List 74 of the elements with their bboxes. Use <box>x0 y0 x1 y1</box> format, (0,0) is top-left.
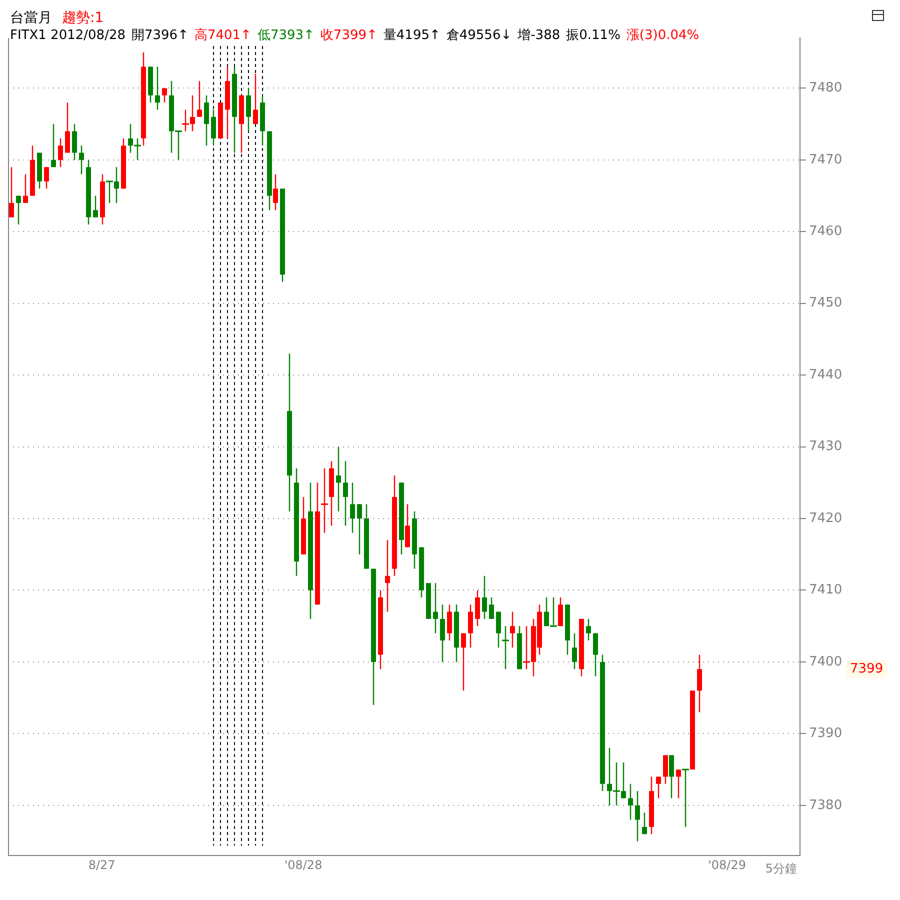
chart-title: 台當月 <box>10 10 52 26</box>
y-tick-label: 7430 <box>809 439 842 454</box>
annotation: 高7401↑ <box>194 27 252 43</box>
annotation: 量4195↑ <box>383 28 440 43</box>
candlestick <box>489 596 494 620</box>
x-tick-label: '08/29 <box>708 858 746 872</box>
candlestick <box>433 582 438 634</box>
x-tick-label: 8/27 <box>88 858 116 872</box>
candlestick <box>468 604 473 648</box>
candlestick <box>162 88 167 104</box>
annotation: 開7396↑ <box>131 28 188 43</box>
candlestick <box>669 754 674 799</box>
candlestick <box>51 123 56 168</box>
x-tick-label: '08/28 <box>284 858 322 872</box>
candlestick <box>642 812 647 835</box>
candlestick <box>350 482 355 534</box>
candlestick <box>475 590 480 627</box>
candlestick <box>9 166 14 218</box>
y-tick-label: 7450 <box>809 296 842 311</box>
y-tick-label: 7380 <box>809 798 842 813</box>
candlestick <box>72 123 77 161</box>
y-tick-label: 7460 <box>809 224 842 240</box>
candlestick <box>16 195 21 226</box>
annotation: 振0.11% <box>566 28 620 43</box>
candlestick <box>44 166 49 190</box>
candlestick <box>343 460 348 526</box>
text: 5分鐘 <box>765 862 797 876</box>
candlestick <box>58 138 63 168</box>
annotation: 漲(3)0.04% <box>626 28 700 43</box>
candlestick <box>204 94 209 146</box>
candlestick <box>628 783 633 820</box>
candlestick <box>663 754 668 784</box>
y-tick-label: 7480 <box>809 80 842 96</box>
candlestick <box>558 596 563 627</box>
candlestick <box>246 88 251 132</box>
candlestick <box>357 504 362 555</box>
annotation: 低7393↑ <box>257 28 314 43</box>
annotation: FITX1 2012/08/28 <box>10 28 126 43</box>
candlestick <box>482 575 487 620</box>
candlestick <box>211 109 216 146</box>
candlestick <box>593 632 598 677</box>
candlestick <box>586 618 591 642</box>
candlestick <box>65 102 70 154</box>
candlestick <box>572 632 577 670</box>
annotation: 倉49556↓ <box>446 28 512 43</box>
candlestick <box>253 73 258 125</box>
y-tick-label: 7390 <box>809 726 842 742</box>
candlestick <box>447 604 452 642</box>
candlestick <box>385 539 390 612</box>
annotation: 收7399↑ <box>320 28 378 43</box>
candlestick <box>197 80 202 118</box>
annotation: 增-388 <box>516 28 560 43</box>
candlestick <box>676 768 681 799</box>
candlestick <box>93 195 98 218</box>
candlestick <box>405 504 410 548</box>
y-tick-label: 7410 <box>809 582 842 598</box>
text: 趨勢:1 <box>62 10 104 26</box>
y-tick-label: 7470 <box>809 152 842 168</box>
y-tick-label: 7420 <box>809 510 842 526</box>
candlestick <box>79 144 84 175</box>
candlestick <box>496 611 501 648</box>
text: 7399 <box>850 662 884 677</box>
candlestick <box>440 604 445 663</box>
candlestick <box>273 174 278 211</box>
y-tick-label: 7400 <box>809 654 842 670</box>
candlestick <box>510 611 515 648</box>
candlestick <box>461 632 466 692</box>
candlestick <box>635 790 640 842</box>
y-tick-label: 7440 <box>809 367 842 382</box>
candlestick <box>155 66 160 110</box>
candlestick <box>697 654 702 713</box>
candlestick <box>23 174 28 204</box>
candlestick <box>336 446 341 512</box>
candlestick <box>656 776 661 799</box>
